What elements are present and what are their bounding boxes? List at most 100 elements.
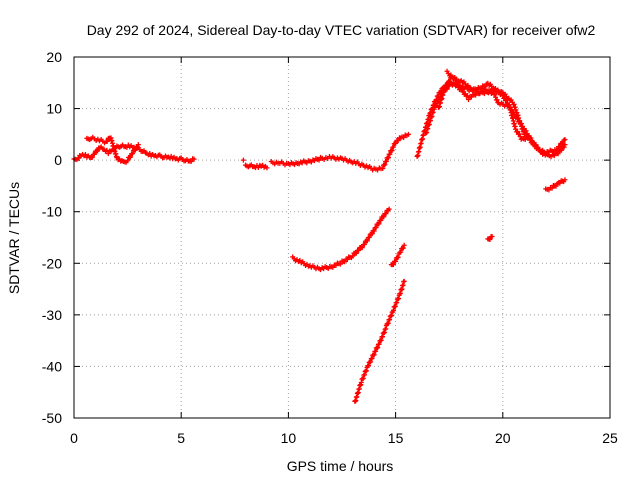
data-point [147,150,153,156]
data-point [554,147,560,153]
data-point [494,97,500,103]
series-arc-e [352,278,407,404]
data-point [383,211,389,217]
data-point [557,144,563,150]
data-point [400,245,406,251]
data-point [240,157,246,163]
data-point [398,249,404,255]
data-point [366,234,372,240]
data-point [381,214,387,220]
data-point [369,355,375,361]
data-point [264,165,270,171]
series-arc-b [243,162,270,171]
data-point [489,233,495,239]
x-tick-label: 25 [602,430,618,446]
data-point [468,94,474,100]
data-point [353,250,359,256]
data-point [376,221,382,227]
data-point [316,157,322,163]
data-point [129,151,135,157]
grid-lines [74,57,610,418]
data-point [371,352,377,358]
data-point [383,158,389,164]
y-tick-label: -30 [42,307,62,323]
data-point [560,140,566,146]
data-point [191,156,197,162]
data-point [523,128,529,134]
data-point [356,247,362,253]
series-arc-b2 [240,157,246,163]
data-point [487,236,493,242]
data-point [135,142,141,148]
data-point [390,261,396,267]
plot-frame [73,56,611,419]
data-point [549,185,555,191]
data-point [378,217,384,223]
axes: 0 5 10 15 20 25 -50 -40 -30 -20 -10 0 10 20 [42,49,618,446]
data-point [385,155,391,161]
data-point [128,154,134,160]
data-point [389,147,395,153]
data-point [82,151,88,157]
y-tick-label: 10 [46,101,62,117]
series-arc-a2 [84,134,141,165]
x-tick-label: 10 [281,430,297,446]
data-point [561,144,567,150]
data-point [373,348,379,354]
data-point [95,148,101,154]
data-point [342,259,348,265]
y-tick-label: -40 [42,358,62,374]
data-point [371,228,377,234]
chart-title: Day 292 of 2024, Sidereal Day-to-day VTE… [87,22,596,38]
data-point [368,359,374,365]
series-arc-a [71,142,197,164]
data-point [382,162,388,168]
data-point [375,345,381,351]
data-point [447,75,453,81]
data-point [464,93,470,99]
data-point [395,254,401,260]
data-point [395,138,401,144]
series-arc-f [388,242,407,268]
x-tick-label: 15 [388,430,404,446]
data-point [387,151,393,157]
data-point [401,278,407,284]
data-point [551,153,557,159]
data-point [369,231,375,237]
data-point [532,142,538,148]
data-point [376,341,382,347]
data-point [557,180,563,186]
y-tick-label: 20 [46,49,62,65]
x-tick-label: 20 [495,430,511,446]
y-tick-label: -50 [42,410,62,426]
data-point [350,253,356,259]
series-arc-k [543,177,568,193]
y-tick-label: 0 [54,152,62,168]
y-axis-label: SDTVAR / TECUs [6,182,22,294]
data-point [337,261,343,267]
data-points [71,68,568,404]
series-arc-j [485,233,495,242]
data-point [104,138,110,144]
data-point [359,245,365,251]
data-point [393,258,399,264]
data-point [91,151,97,157]
data-point [364,238,370,244]
data-point [89,154,95,160]
data-point [380,165,386,171]
x-axis-label: GPS time / hours [287,458,394,474]
data-point [445,82,451,88]
data-point [465,96,471,102]
data-point [386,206,392,212]
data-point [562,137,568,143]
data-point [344,257,350,263]
data-point [361,241,367,247]
data-point [365,363,371,369]
data-point [132,147,138,153]
data-point [105,151,111,157]
data-point [401,242,407,248]
data-point [442,86,448,92]
series-arc-i [435,74,538,148]
data-point [393,140,399,146]
